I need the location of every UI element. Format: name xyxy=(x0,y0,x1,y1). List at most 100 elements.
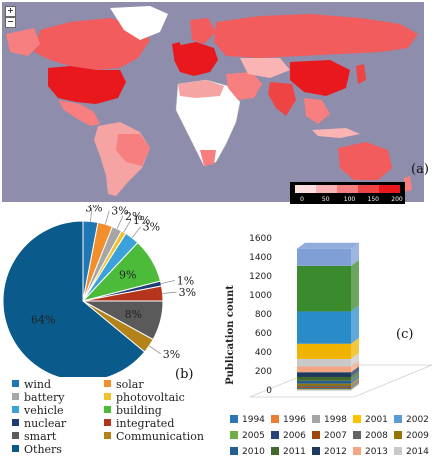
legend-label: battery xyxy=(24,391,65,404)
legend-label: integrated xyxy=(116,417,175,430)
legend-label: 1996 xyxy=(283,415,306,425)
zoom-out-button[interactable]: − xyxy=(5,17,16,28)
region-russia xyxy=(214,14,418,58)
pie-leader-line xyxy=(104,210,110,225)
map-color-scale: 0 50 100 150 200 xyxy=(290,182,405,204)
bar-segment-2013 xyxy=(297,366,351,373)
pie-legend-item: photovoltaic xyxy=(104,391,185,404)
region-central-asia xyxy=(240,58,290,78)
bar-segment-2018 xyxy=(297,248,351,266)
pie-slice-others xyxy=(2,220,146,377)
bar-top-face xyxy=(297,242,359,249)
bar-legend-item: 1994 xyxy=(230,415,265,425)
pie-legend-item: battery xyxy=(12,391,64,404)
bar-segment-side-2009 xyxy=(351,377,359,386)
y-tick-label: 600 xyxy=(255,329,272,339)
pie-legend-item: wind xyxy=(12,378,51,391)
pie-data-label: 2% xyxy=(125,210,142,223)
region-europe xyxy=(174,42,218,76)
pie-data-label: 3% xyxy=(111,205,128,218)
bar-legend-item: 1998 xyxy=(312,415,347,425)
region-southeast-asia xyxy=(304,98,330,124)
legend-swatch xyxy=(230,415,238,423)
bar-legend-item: 1996 xyxy=(271,415,306,425)
pie-leader-line xyxy=(148,345,161,355)
y-tick-label: 400 xyxy=(255,348,272,358)
legend-label: 2010 xyxy=(242,447,265,457)
bar-segment-2008 xyxy=(297,385,351,387)
pie-data-label: 1% xyxy=(133,214,150,227)
legend-label: 2005 xyxy=(242,431,265,441)
bar-segment-side-2016 xyxy=(351,305,359,344)
legend-label: 2006 xyxy=(283,431,306,441)
pie-data-label: 1% xyxy=(177,274,194,287)
legend-label: 2013 xyxy=(365,447,388,457)
region-north-africa xyxy=(178,80,224,98)
scale-tick-label: 0 xyxy=(300,196,304,203)
region-india xyxy=(268,82,296,116)
pie-leader-line xyxy=(90,207,93,222)
pie-data-label: 8% xyxy=(125,308,142,321)
scale-swatch xyxy=(379,185,400,193)
bar-segment-2016 xyxy=(297,311,351,344)
scale-swatch xyxy=(316,185,337,193)
region-alaska xyxy=(6,28,40,56)
legend-swatch xyxy=(353,447,361,455)
legend-label: smart xyxy=(24,430,57,443)
pie-legend-item: solar xyxy=(104,378,144,391)
bar-segment-2015 xyxy=(297,343,351,359)
bar-segment-side-2012 xyxy=(351,366,359,377)
legend-swatch xyxy=(394,431,402,439)
scale-swatch xyxy=(358,185,379,193)
region-china xyxy=(290,60,350,96)
bar-legend-item: 2008 xyxy=(353,431,388,441)
legend-label: 2009 xyxy=(406,431,429,441)
legend-swatch xyxy=(12,393,19,400)
bar-segment-2007 xyxy=(297,386,351,388)
bar-segment-side-2006 xyxy=(351,381,359,389)
pie-data-label: 9% xyxy=(119,269,136,282)
bar-segment-side-2014 xyxy=(351,352,359,367)
legend-swatch xyxy=(104,406,111,413)
scale-swatch xyxy=(295,185,316,193)
bar-segment-2009 xyxy=(297,383,351,386)
pie-legend-item: building xyxy=(104,404,162,417)
legend-swatch xyxy=(12,432,19,439)
pie-legend-item: Communication xyxy=(104,430,204,443)
pie-data-label: 3% xyxy=(179,286,196,299)
bar-legend-item: 2013 xyxy=(353,447,388,457)
pie-legend-item: integrated xyxy=(104,417,174,430)
bar-segment-side-2011 xyxy=(351,370,359,381)
bar-segment-side-2018 xyxy=(351,242,359,266)
legend-label: 1998 xyxy=(324,415,347,425)
legend-label: 2002 xyxy=(406,415,429,425)
legend-swatch xyxy=(12,419,19,426)
scale-tick-label: 150 xyxy=(368,196,380,203)
pie-data-label: 3% xyxy=(143,221,160,234)
region-australia xyxy=(338,142,392,180)
bar-segment-side-2005 xyxy=(351,382,359,390)
bar-legend-item: 2009 xyxy=(394,431,429,441)
legend-label: 2001 xyxy=(365,415,388,425)
scale-tick-label: 50 xyxy=(322,196,330,203)
pie-leader-line xyxy=(162,291,177,294)
legend-label: 1994 xyxy=(242,415,265,425)
bar-legend-item: 2011 xyxy=(271,447,306,457)
legend-swatch xyxy=(271,447,279,455)
scale-tick-label: 100 xyxy=(344,196,356,203)
pie-data-label: 64% xyxy=(31,314,55,327)
scale-tick-label: 200 xyxy=(391,196,403,203)
legend-swatch xyxy=(394,447,402,455)
bar-segment-2011 xyxy=(297,376,351,381)
zoom-in-button[interactable]: + xyxy=(5,6,16,17)
y-tick-label: 200 xyxy=(255,367,272,377)
map-panel: + − 0 50 100 150 200 (a) xyxy=(0,0,439,205)
panel-label-b: (b) xyxy=(175,367,194,382)
legend-swatch xyxy=(104,432,111,439)
bar-segment-2017 xyxy=(297,265,351,312)
region-scandinavia xyxy=(190,18,216,44)
region-indonesia xyxy=(312,128,360,138)
legend-label: wind xyxy=(24,378,52,391)
legend-label: 2011 xyxy=(283,447,306,457)
panel-label-c: (c) xyxy=(396,327,414,342)
